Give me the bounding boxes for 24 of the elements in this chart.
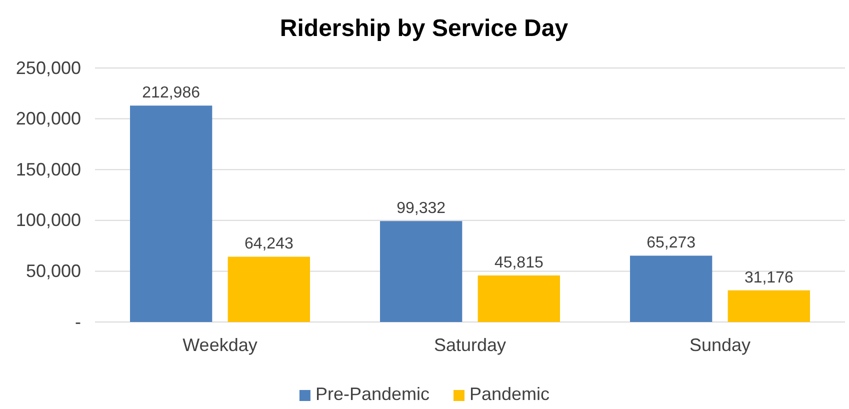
- bar: [630, 256, 712, 322]
- bar: [728, 290, 810, 322]
- chart-title: Ridership by Service Day: [280, 15, 569, 42]
- y-tick-label: 250,000: [16, 58, 81, 78]
- y-tick-label: 100,000: [16, 210, 81, 230]
- y-tick-label: -: [75, 312, 81, 332]
- x-tick-label: Saturday: [434, 334, 506, 355]
- y-tick-label: 200,000: [16, 108, 81, 129]
- legend-label: Pandemic: [470, 384, 550, 404]
- bar: [130, 106, 212, 322]
- data-label: 64,243: [244, 236, 294, 253]
- x-tick-label: Weekday: [182, 334, 258, 355]
- data-label: 212,986: [142, 84, 200, 102]
- bar: [478, 275, 560, 322]
- x-tick-label: Sunday: [689, 334, 751, 355]
- data-label: 65,273: [646, 234, 696, 252]
- bar: [380, 221, 462, 322]
- bar: [228, 256, 310, 322]
- y-tick-label: 150,000: [16, 159, 81, 180]
- y-tick-label: 50,000: [26, 260, 81, 281]
- data-label: 45,815: [494, 254, 544, 272]
- data-label: 99,332: [396, 200, 446, 218]
- legend-label: Pre-Pandemic: [315, 384, 430, 404]
- data-label: 31,176: [744, 269, 794, 286]
